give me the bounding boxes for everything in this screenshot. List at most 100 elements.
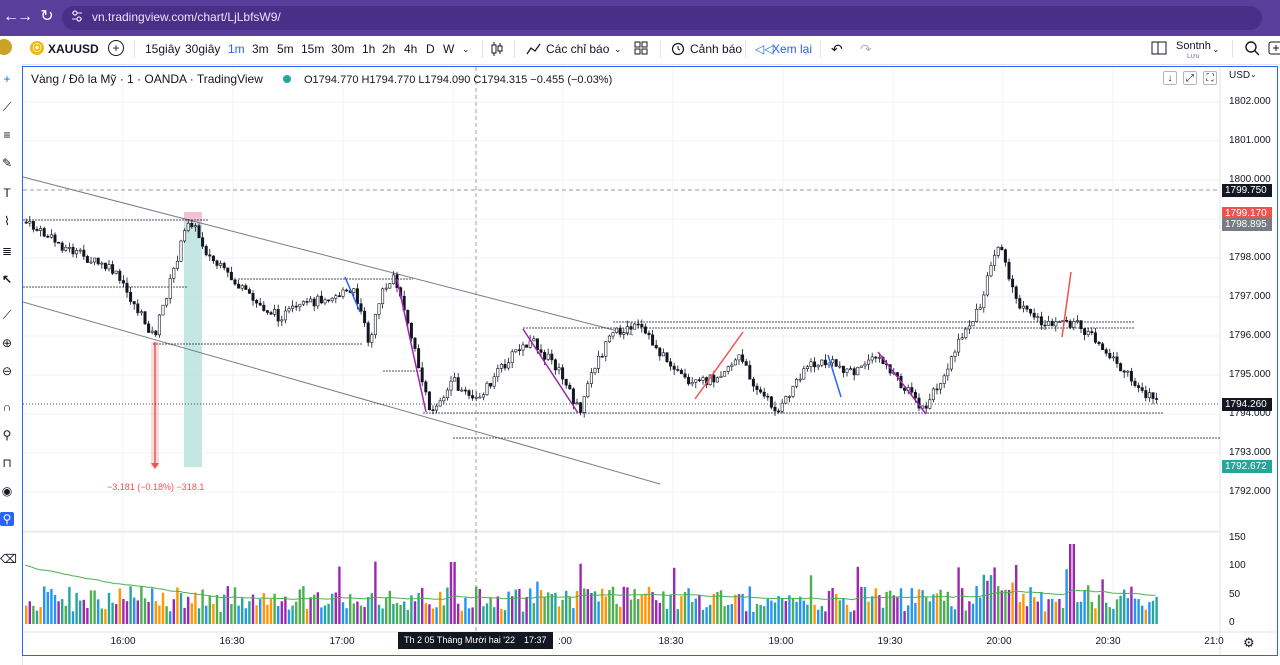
volume-bar <box>845 604 849 624</box>
trend-line-icon[interactable]: ⟋ <box>2 100 12 114</box>
interval-30s[interactable]: 30giây <box>185 42 221 56</box>
interval-15s[interactable]: 15giây <box>145 42 181 56</box>
magnet-icon[interactable]: ∩ <box>2 400 12 414</box>
wave-annotations[interactable] <box>344 271 1072 415</box>
long-position-zone[interactable] <box>184 212 202 467</box>
volume-bar <box>644 593 647 624</box>
fullscreen-icon[interactable]: ⛶ <box>1203 71 1217 85</box>
settings-gear-icon[interactable]: ⚙ <box>1243 635 1255 650</box>
price-tick: 1802.000 <box>1229 96 1271 107</box>
visibility-icon[interactable]: ◉ <box>1 484 13 498</box>
pattern-icon[interactable]: ⌇ <box>4 214 10 228</box>
symbol-search[interactable]: XAUUSD <box>48 42 99 56</box>
volume-bar <box>629 599 633 624</box>
site-info-icon[interactable] <box>72 10 82 22</box>
lock-icon[interactable]: ⊓ <box>2 456 12 470</box>
arrow-icon[interactable]: ↖ <box>1 272 13 286</box>
chevron-down-icon[interactable]: ⌄ <box>462 44 470 54</box>
brush-icon[interactable]: ✎ <box>1 156 13 170</box>
candle-body <box>741 354 745 362</box>
candles-style-icon[interactable] <box>490 41 504 57</box>
price-chart-canvas[interactable] <box>23 67 1277 655</box>
currency-selector[interactable]: USD <box>1229 70 1251 81</box>
volume-bar <box>878 595 881 624</box>
redo-icon[interactable]: ↷ <box>860 41 872 57</box>
search-icon[interactable] <box>1244 40 1260 56</box>
chart-pane[interactable] <box>22 66 1278 656</box>
channel-lower-line[interactable] <box>23 301 661 485</box>
volume-bar <box>619 606 622 624</box>
indicators-button[interactable]: Các chỉ báo <box>546 42 610 56</box>
candle-body <box>625 326 629 334</box>
user-avatar[interactable] <box>0 39 12 55</box>
zoom-in-icon[interactable]: ⊕ <box>1 336 13 350</box>
volume-bar <box>493 607 496 624</box>
interval-4h[interactable]: 4h <box>404 42 418 56</box>
layout-grid-icon[interactable] <box>634 41 648 55</box>
volume-bar <box>500 608 503 624</box>
interval-1h[interactable]: 1h <box>362 42 376 56</box>
symbol-legend-title[interactable]: Vàng / Đô la Mỹ · 1 · OANDA · TradingVie… <box>31 72 263 86</box>
replay-icon[interactable]: ◁◁ <box>755 42 774 56</box>
interval-w[interactable]: W <box>443 42 455 56</box>
indicators-icon[interactable] <box>526 41 542 57</box>
crosshair-icon[interactable]: + <box>3 72 11 86</box>
chevron-down-icon[interactable]: ⌄ <box>614 44 622 54</box>
replay-button[interactable]: Xem lại <box>772 42 813 56</box>
interval-3m[interactable]: 3m <box>252 42 269 56</box>
volume-bar <box>442 605 445 624</box>
quick-add-icon[interactable] <box>1268 40 1280 56</box>
alarm-clock-icon[interactable] <box>670 40 686 56</box>
candle-body <box>337 295 341 297</box>
interval-30m[interactable]: 30m <box>331 42 355 56</box>
volume-bar <box>1112 608 1115 624</box>
candle-body <box>208 254 212 257</box>
fib-icon[interactable]: ≡ <box>3 128 11 142</box>
favorites-icon[interactable]: ⚲ <box>0 512 14 526</box>
candle-body <box>535 338 539 351</box>
interval-5m[interactable]: 5m <box>277 42 294 56</box>
volume-bar <box>50 589 53 624</box>
stop-zone[interactable] <box>184 212 202 222</box>
stay-drawing-icon[interactable]: ⚲ <box>2 428 12 442</box>
candle-body <box>949 356 953 370</box>
undo-icon[interactable]: ↶ <box>831 41 843 57</box>
interval-d[interactable]: D <box>426 42 435 56</box>
price-tick: 1800.000 <box>1229 174 1271 185</box>
candle-body <box>247 289 251 294</box>
volume-bar <box>370 593 373 624</box>
volume-bar <box>467 608 471 624</box>
interval-2h[interactable]: 2h <box>382 42 396 56</box>
back-icon[interactable]: ← <box>3 8 19 25</box>
chevron-down-icon[interactable]: ⌄ <box>1212 44 1220 54</box>
horizontal-levels[interactable] <box>23 219 1220 439</box>
volume-bar <box>104 609 107 624</box>
scroll-down-icon[interactable]: ↓ <box>1163 71 1177 85</box>
candle-body <box>71 247 75 255</box>
layout-panel-icon[interactable] <box>1151 41 1167 55</box>
compare-symbol-icon[interactable]: + <box>108 40 124 56</box>
layout-name[interactable]: Sontnh <box>1176 40 1211 52</box>
prediction-icon[interactable]: ≣ <box>1 244 13 258</box>
address-bar[interactable] <box>62 6 1262 30</box>
channel-upper-line[interactable] <box>23 176 634 336</box>
candle-body <box>467 390 471 396</box>
ruler-icon[interactable]: ⟋ <box>2 308 12 322</box>
interval-1m[interactable]: 1m <box>228 42 245 56</box>
forward-icon[interactable]: → <box>17 8 33 25</box>
volume-bar <box>35 610 39 624</box>
volume-bar <box>863 587 867 624</box>
text-icon[interactable]: T <box>3 186 11 200</box>
chevron-down-icon[interactable]: ⌄ <box>1250 70 1257 79</box>
zoom-out-icon[interactable]: ⊖ <box>1 364 13 378</box>
volume-bar <box>410 595 413 624</box>
maximize-icon[interactable]: ⤢ <box>1183 71 1197 85</box>
alert-button[interactable]: Cảnh báo <box>690 42 743 56</box>
volume-bar <box>867 601 870 624</box>
reload-icon[interactable]: ↻ <box>40 8 54 25</box>
url-text[interactable]: vn.tradingview.com/chart/LjLbfsW9/ <box>92 10 281 24</box>
volume-bar <box>734 594 737 624</box>
trash-icon[interactable]: ⌫ <box>0 552 17 566</box>
market-status-icon[interactable] <box>283 75 291 83</box>
interval-15m[interactable]: 15m <box>301 42 325 56</box>
